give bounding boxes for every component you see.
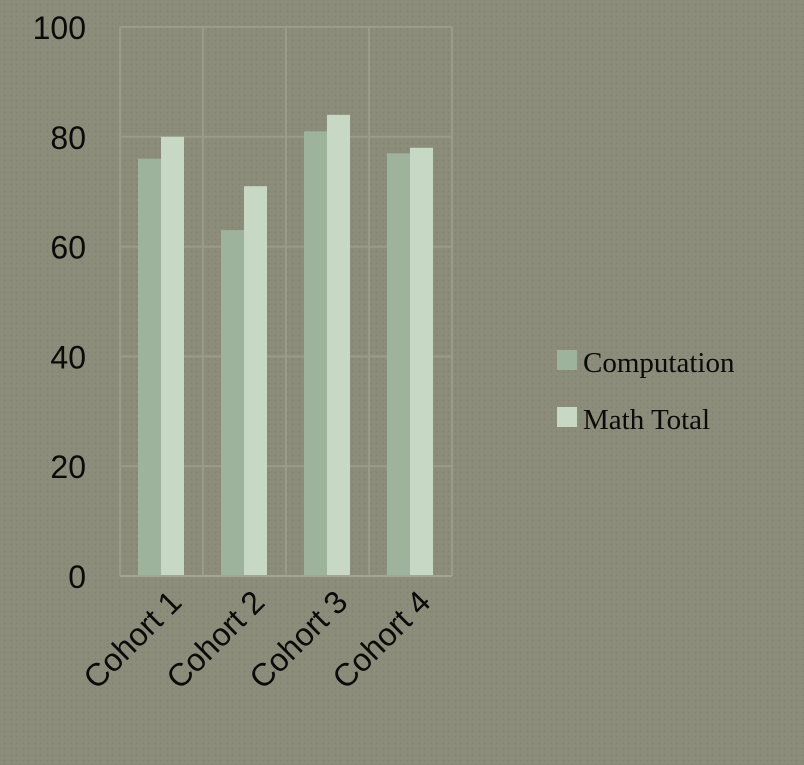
y-tick-label: 0: [68, 559, 86, 595]
y-tick-label: 20: [50, 449, 86, 485]
y-axis-tick-labels: 0 20 40 60 80 100: [33, 10, 86, 595]
bars: [138, 114, 433, 577]
bar-math-total-cohort-4: [410, 147, 433, 576]
bar-computation-cohort-1: [138, 158, 161, 576]
y-tick-label: 40: [50, 339, 86, 375]
legend-label: Math Total: [583, 404, 710, 436]
bar-math-total-cohort-3: [327, 114, 350, 576]
y-tick-label: 100: [33, 10, 86, 46]
legend-label: Computation: [583, 347, 735, 379]
bar-computation-cohort-2: [221, 230, 244, 576]
legend-swatch: [557, 350, 577, 370]
y-tick-label: 60: [50, 230, 86, 266]
bar-computation-cohort-4: [387, 153, 410, 576]
bar-math-total-cohort-2: [244, 186, 267, 576]
bar-computation-cohort-3: [304, 131, 327, 576]
legend: Computation Math Total: [557, 347, 735, 436]
legend-swatch: [557, 407, 577, 427]
y-tick-label: 80: [50, 120, 86, 156]
bar-math-total-cohort-1: [161, 136, 184, 577]
